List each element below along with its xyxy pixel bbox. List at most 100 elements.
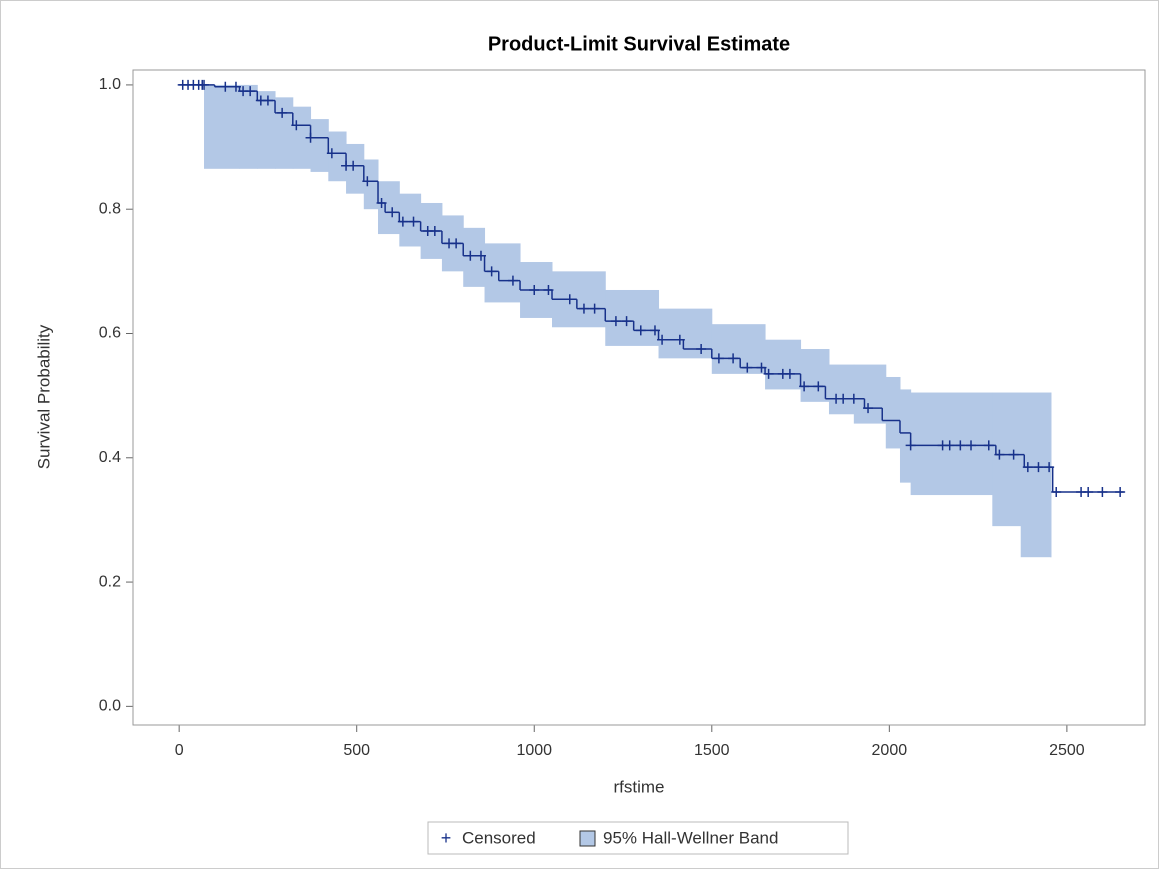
censored-mark (813, 381, 824, 392)
legend-swatch (579, 830, 596, 847)
band-segment (378, 181, 400, 235)
censored-mark (291, 120, 302, 131)
censored-mark (578, 303, 589, 314)
censored-mark (944, 440, 955, 451)
band-segment (257, 91, 276, 169)
censored-mark (905, 440, 916, 451)
plot-border (132, 69, 1146, 726)
y-tick-label: 0.2 (99, 573, 121, 590)
censored-mark (326, 148, 337, 159)
censored-mark (763, 368, 774, 379)
x-tick-label: 2500 (1049, 742, 1085, 759)
band-segment (899, 389, 912, 483)
censored-mark (543, 284, 554, 295)
plot-area: 0 500 1000 1500 2000 2500 0.0 0.2 0.4 0.6 0.8 1.0 (99, 76, 1126, 759)
band-segment (853, 364, 887, 424)
band-segment (275, 97, 294, 169)
band-segment (399, 193, 422, 247)
censored-mark (348, 160, 359, 171)
censored-mark (799, 381, 810, 392)
censored-mark (983, 440, 994, 451)
censored-mark (713, 353, 724, 364)
band-segment (463, 227, 486, 287)
band-segment (346, 143, 365, 194)
band-segment (711, 324, 766, 374)
y-tick-label: 0.0 (99, 698, 121, 715)
y-tick-label: 1.0 (99, 76, 121, 93)
censored-mark (756, 362, 767, 373)
x-tick-label: 500 (343, 742, 370, 759)
x-tick-label: 1000 (516, 742, 552, 759)
y-tick-label: 0.4 (99, 449, 121, 466)
y-axis-title: Survival Probability (34, 324, 53, 469)
censored-mark (1051, 486, 1062, 497)
band-segment (605, 289, 660, 346)
band-segment (239, 84, 258, 169)
censored-mark (1097, 486, 1108, 497)
band-segment (828, 364, 855, 415)
band-segment (363, 159, 379, 210)
x-tick-label: 1500 (694, 742, 730, 759)
censored-mark (486, 266, 497, 277)
censored-mark (674, 334, 685, 345)
censored-mark (429, 225, 440, 236)
censored-mark (387, 207, 398, 218)
legend-label: Censored (462, 828, 536, 847)
censored-mark (784, 368, 795, 379)
band-segment (204, 84, 241, 169)
censored-mark (838, 393, 849, 404)
band-segment (310, 119, 329, 172)
censored-mark (1008, 449, 1019, 460)
band-segment (765, 339, 802, 390)
censored-mark (742, 362, 753, 373)
censored-mark (696, 344, 707, 355)
x-tick-label: 2000 (872, 742, 908, 759)
censored-mark (610, 316, 621, 327)
censored-mark (1115, 486, 1126, 497)
censored-mark (465, 250, 476, 261)
band-segment (328, 131, 347, 182)
censored-mark (1044, 462, 1055, 473)
censored-mark (362, 176, 373, 187)
legend: + Censored 95% Hall-Wellner Band (427, 821, 849, 855)
x-axis-title: rfstime (614, 777, 665, 796)
censored-mark (305, 132, 316, 143)
censored-mark (408, 216, 419, 227)
censored-mark (589, 303, 600, 314)
censored-mark (220, 81, 231, 92)
censored-mark (955, 440, 966, 451)
legend-label: 95% Hall-Wellner Band (603, 828, 778, 847)
censored-mark (376, 197, 387, 208)
censored-mark (475, 250, 486, 261)
censored-mark (564, 294, 575, 305)
censored-mark (728, 353, 739, 364)
censored-mark (451, 238, 462, 249)
censored-mark (1083, 486, 1094, 497)
censored-mark (966, 440, 977, 451)
band-segment (800, 349, 830, 402)
band-segment (658, 308, 713, 359)
censored-mark (657, 334, 668, 345)
band-segment (885, 376, 901, 449)
censored-mark (277, 107, 288, 118)
chart-title: Product-Limit Survival Estimate (488, 33, 790, 55)
censored-mark (1033, 462, 1044, 473)
y-tick-label: 0.8 (99, 200, 121, 217)
censored-mark (529, 284, 540, 295)
censored-mark (635, 325, 646, 336)
censored-mark (994, 449, 1005, 460)
censored-mark (262, 95, 273, 106)
band-segment (292, 106, 312, 169)
band-segment (484, 243, 521, 303)
censored-mark (230, 81, 241, 92)
legend-symbol: + (441, 828, 452, 848)
censored-mark (199, 79, 210, 90)
censored-mark (621, 316, 632, 327)
band-segment (910, 392, 993, 496)
censored-mark (649, 325, 660, 336)
censored-mark (397, 216, 408, 227)
censored-mark (848, 393, 859, 404)
censored-mark (507, 275, 518, 286)
y-tick-label: 0.6 (99, 325, 121, 342)
